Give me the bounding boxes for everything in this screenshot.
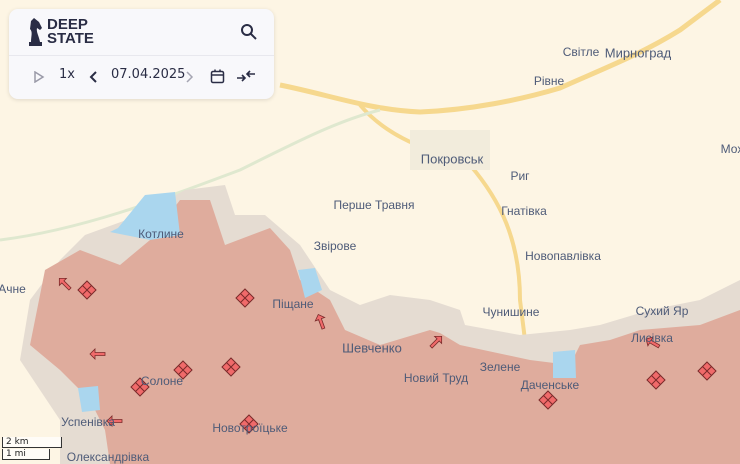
knight-logo-icon	[29, 18, 42, 46]
scale-imperial: 1 mi	[2, 449, 50, 460]
place-label: Мох	[720, 142, 740, 156]
place-label: Новий Труд	[403, 371, 469, 385]
divider	[9, 55, 274, 56]
assault-marker-icon[interactable]	[538, 390, 558, 410]
collapse-icon[interactable]	[236, 68, 256, 84]
water	[78, 386, 100, 412]
place-label: Мирноград	[604, 45, 672, 61]
calendar-icon[interactable]	[210, 69, 225, 84]
place-label: Ачне	[0, 282, 26, 296]
road-minor	[0, 108, 381, 242]
chevron-left-icon[interactable]	[89, 71, 99, 83]
place-label: Успенівка	[61, 415, 115, 429]
place-label: Перше Травня	[333, 198, 415, 212]
place-label: Сухий Яр	[635, 304, 689, 318]
logo-text: STATE	[47, 30, 94, 47]
place-label: Солоне	[140, 374, 184, 388]
place-label: Риг	[510, 169, 530, 183]
play-icon[interactable]	[33, 71, 45, 83]
place-label: Покровськ	[420, 151, 484, 167]
scale-metric: 2 km	[2, 437, 62, 448]
advance-arrow-icon[interactable]	[428, 333, 446, 351]
advance-arrow-icon[interactable]	[314, 313, 329, 331]
assault-marker-icon[interactable]	[130, 377, 150, 397]
place-label: Олександрівка	[66, 450, 150, 464]
assault-marker-icon[interactable]	[646, 370, 666, 390]
place-label: Піщане	[272, 297, 314, 311]
chevron-right-icon[interactable]	[184, 71, 194, 83]
place-label: Рівне	[533, 74, 565, 88]
advance-arrow-icon[interactable]	[106, 415, 123, 427]
advance-arrow-icon[interactable]	[56, 275, 74, 293]
place-label: Шевченко	[342, 340, 402, 356]
water	[110, 192, 180, 240]
place-label: Новотроїцьке	[212, 421, 288, 435]
assault-marker-icon[interactable]	[239, 414, 259, 434]
assault-marker-icon[interactable]	[697, 361, 717, 381]
water	[553, 350, 576, 378]
control-panel: DEEP STATE 1x 07.04.2025	[9, 9, 274, 99]
advance-arrow-icon[interactable]	[89, 348, 106, 360]
place-label: Лисівка	[631, 331, 673, 345]
place-label: Зелене	[479, 360, 521, 374]
city-area	[410, 130, 490, 170]
speed-button[interactable]: 1x	[59, 67, 75, 82]
place-label: Новопавлівка	[525, 249, 601, 263]
place-label: Котлине	[138, 227, 184, 241]
search-icon[interactable]	[240, 23, 258, 41]
place-label: Світле	[562, 45, 600, 59]
assault-marker-icon[interactable]	[221, 357, 241, 377]
road-major	[279, 0, 722, 115]
assault-marker-icon[interactable]	[173, 360, 193, 380]
water	[298, 268, 322, 298]
advance-arrow-icon[interactable]	[644, 335, 662, 351]
place-label: Даченське	[520, 378, 580, 392]
logo: DEEP STATE	[27, 16, 94, 47]
date-display[interactable]: 07.04.2025	[111, 67, 186, 82]
assault-marker-icon[interactable]	[235, 288, 255, 308]
logo-text: DEEP	[47, 16, 88, 33]
place-label: Гнатівка	[501, 204, 547, 218]
assault-marker-icon[interactable]	[77, 280, 97, 300]
place-label: Чунишине	[482, 305, 540, 319]
occupied-area	[30, 200, 740, 464]
place-label: Звірове	[313, 239, 357, 253]
